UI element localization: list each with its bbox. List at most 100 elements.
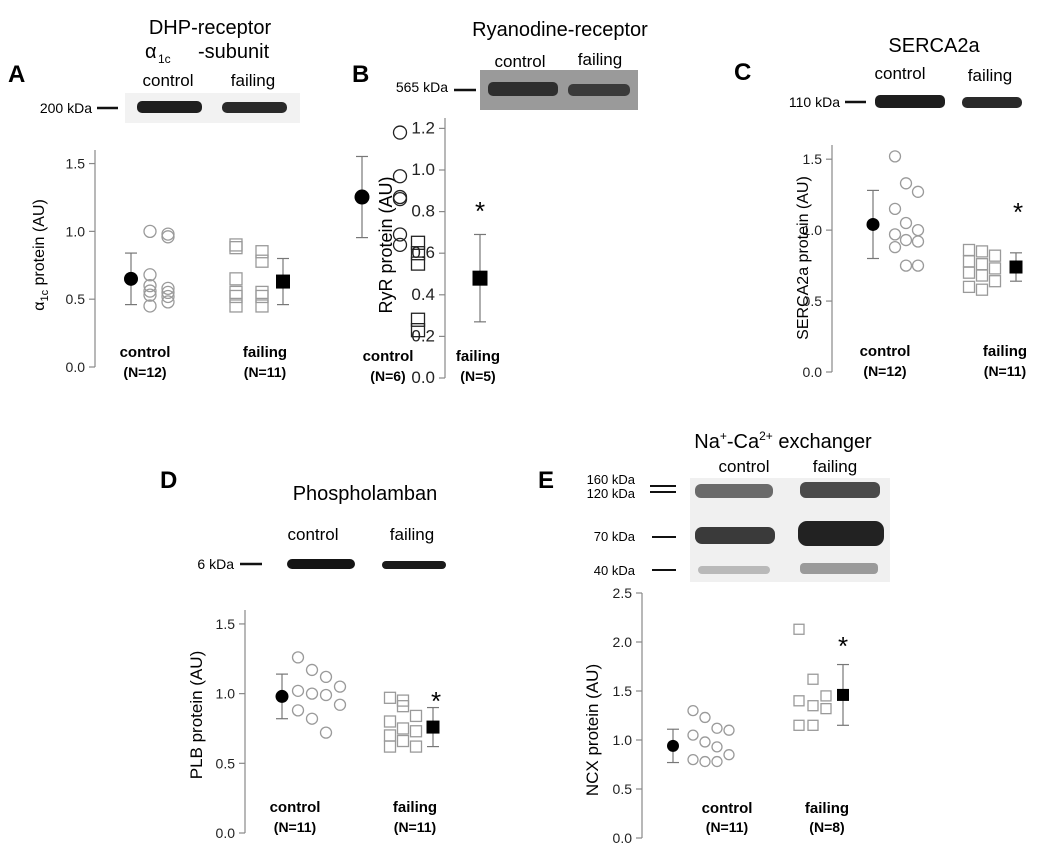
data-point-open-circle xyxy=(392,191,408,207)
blot-band-control xyxy=(488,82,558,96)
data-point-open-square xyxy=(988,262,1002,275)
blot-label-failing: failing xyxy=(390,525,434,544)
data-point-open-square xyxy=(962,266,976,279)
significance-star: * xyxy=(431,686,441,716)
y-tick-label: 1.5 xyxy=(66,156,86,172)
data-point-open-circle xyxy=(392,125,408,140)
blot-band-control-160 xyxy=(695,484,773,498)
blot-label-control: control xyxy=(874,64,925,83)
data-point-open-square xyxy=(409,725,423,738)
panel-c: C SERCA2a control failing 110 kDa SERCA2… xyxy=(720,0,1050,400)
data-point-open-circle xyxy=(911,235,925,248)
mean-marker-square xyxy=(837,688,849,701)
panel-letter: E xyxy=(538,467,554,494)
mean-marker-circle xyxy=(275,689,289,703)
data-point-open-circle xyxy=(291,684,305,697)
y-tick-label: 1.5 xyxy=(216,616,236,632)
data-point-open-circle xyxy=(911,259,925,272)
data-point-open-circle xyxy=(899,216,913,230)
data-point-open-circle xyxy=(392,169,408,184)
blot-marker-label: 6 kDa xyxy=(197,556,234,572)
panel-b: B Ryanodine-receptor control failing 565… xyxy=(330,0,690,400)
blot-band-control xyxy=(875,95,945,108)
data-point-open-circle xyxy=(143,278,157,293)
blot-marker-label-70: 70 kDa xyxy=(594,529,636,544)
mean-marker-circle xyxy=(124,271,138,286)
mean-marker-square xyxy=(1009,260,1023,274)
blot-marker-label-40: 40 kDa xyxy=(594,563,636,578)
data-point-open-square xyxy=(807,719,819,731)
panel-d: D Phospholamban control failing 6 kDa PL… xyxy=(150,440,510,855)
group-n-label: (N=8) xyxy=(809,819,844,835)
group-label: control xyxy=(702,800,753,817)
data-point-open-square xyxy=(962,243,976,257)
y-tick-label: 2.0 xyxy=(613,634,633,650)
data-point-open-square xyxy=(793,623,805,635)
data-point-open-square xyxy=(410,323,426,338)
group-label: control xyxy=(270,799,321,816)
data-point-open-circle xyxy=(911,185,925,198)
western-blot: 200 kDa xyxy=(40,93,300,123)
blot-band-failing xyxy=(962,97,1022,108)
data-point-open-circle xyxy=(888,240,902,254)
data-point-open-square xyxy=(975,258,989,271)
svg-text:Na+-Ca2+ exchanger: Na+-Ca2+ exchanger xyxy=(694,429,872,453)
data-point-open-square xyxy=(229,238,243,252)
data-point-open-circle xyxy=(143,224,157,239)
data-point-open-circle xyxy=(305,687,319,700)
data-point-open-circle xyxy=(711,741,723,753)
western-blot: 110 kDa xyxy=(789,94,1022,110)
chart-title: Ryanodine-receptor xyxy=(472,19,648,41)
data-point-open-circle xyxy=(392,237,408,253)
y-tick-label: 0.0 xyxy=(803,364,823,380)
y-tick-label: 1.5 xyxy=(803,151,823,167)
data-point-open-square xyxy=(396,734,410,748)
chart-title-rest: -subunit xyxy=(198,41,270,63)
blot-band-failing-70 xyxy=(798,521,884,546)
group-n-label: (N=12) xyxy=(863,363,906,379)
chart-title-subscript: 1c xyxy=(158,52,171,66)
data-point-open-circle xyxy=(305,712,319,725)
panel-b-svg: B Ryanodine-receptor control failing 565… xyxy=(352,19,648,387)
blot-marker-label: 110 kDa xyxy=(789,94,840,110)
chart-title: Na+-Ca2+ exchanger xyxy=(694,429,872,453)
chart-title-symbol: α xyxy=(145,41,157,63)
data-point-open-circle xyxy=(319,670,333,684)
group-n-label: (N=6) xyxy=(370,368,405,384)
y-tick-label: 1.0 xyxy=(411,160,435,179)
western-blot: 565 kDa xyxy=(396,70,638,110)
data-point-open-square xyxy=(410,312,426,327)
panel-letter: A xyxy=(8,61,25,88)
scatter-plot: 0.0 0.5 1.0 1.5 control (N=12) failing (N=11) xyxy=(66,150,290,380)
group-label: failing xyxy=(983,343,1027,360)
group-label: control xyxy=(120,344,171,361)
data-point-open-square xyxy=(962,280,976,294)
group-label: failing xyxy=(243,344,287,361)
group-label: failing xyxy=(805,800,849,817)
data-point-open-circle xyxy=(319,688,333,702)
data-point-open-circle xyxy=(161,295,175,309)
panel-c-svg: C SERCA2a control failing 110 kDa SERCA2… xyxy=(734,35,1027,380)
data-point-open-square xyxy=(820,702,832,715)
mean-marker-circle xyxy=(354,189,370,205)
data-point-open-square xyxy=(229,285,243,300)
scatter-plot: 0.00.20.40.60.81.01.2control(N=6)failing… xyxy=(354,118,500,387)
panel-e-svg: E Na+-Ca2+ exchanger control failing 160… xyxy=(538,429,890,846)
data-point-open-square xyxy=(410,256,426,271)
y-tick-label: 0.0 xyxy=(411,368,435,387)
blot-label-failing: failing xyxy=(968,66,1012,85)
y-tick-label: 1.0 xyxy=(803,222,823,238)
blot-band-control-40 xyxy=(698,566,770,574)
significance-star: * xyxy=(1013,197,1023,227)
blot-band-failing-40 xyxy=(800,563,878,574)
y-tick-label: 1.2 xyxy=(411,118,435,137)
data-point-open-circle xyxy=(687,729,699,741)
y-tick-label: 1.0 xyxy=(613,732,633,748)
data-point-open-square xyxy=(820,690,832,702)
data-point-open-square xyxy=(255,299,269,313)
data-point-open-square xyxy=(410,235,426,250)
blot-band-control-70 xyxy=(695,527,775,544)
panel-a-svg: A DHP-receptor α 1c -subunit control fai… xyxy=(8,17,300,380)
data-point-open-circle xyxy=(899,177,913,190)
chart-title: Phospholamban xyxy=(293,483,438,505)
